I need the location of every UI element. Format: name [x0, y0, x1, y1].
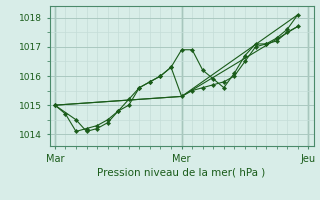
- X-axis label: Pression niveau de la mer( hPa ): Pression niveau de la mer( hPa ): [98, 168, 266, 178]
